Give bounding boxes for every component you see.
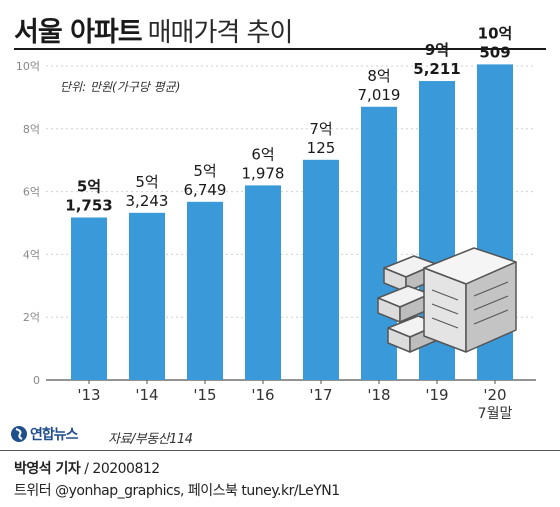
x-tick-label: '19 [425,386,448,404]
x-tick-label: '18 [367,386,390,404]
title-underline [14,48,546,50]
yonhap-logo-icon [11,426,27,442]
reporter-credit: 박영석 기자 / 20200812 [14,461,160,477]
reporter-name: 박영석 기자 [14,461,81,477]
building-illustration [377,247,517,353]
x-tick-label: '13 [77,386,100,404]
title-rest: 매매가격 추이 [147,18,294,48]
data-label-man: 6,749 [184,181,227,199]
data-labels: 5억1,7535억3,2435억6,7496억1,9787억1258억7,019… [65,24,512,214]
y-tick-label: 10억 [16,60,40,73]
x-tick-label: '14 [135,386,158,404]
unit-note: 단위: 만원(가구당 평균) [60,80,180,94]
y-tick-label: 6억 [23,186,40,199]
x-ticks: '13 '14 '15 '16 '17 '18 '19 '20 7월말 [77,380,512,420]
publish-date: 20200812 [92,461,160,477]
bar [187,201,223,380]
source-note: 자료/부동산114 [108,432,193,447]
data-label-eok: 5억 [193,162,216,180]
x-tick-label: '16 [251,386,274,404]
bar [303,159,339,380]
data-label-eok: 10억 [478,24,513,42]
bar [71,217,107,380]
title-bold: 서울 아파트 [14,17,143,48]
bars [71,64,513,381]
data-label-man: 3,243 [126,192,169,210]
yonhap-logo: 연합뉴스 [10,424,79,444]
y-grid: 0 2억 4억 6억 8억 10억 [16,60,536,387]
data-label-man: 125 [307,139,336,157]
x-tick-label: '17 [309,386,332,404]
logo-text: 연합뉴스 [30,427,79,443]
footer-divider [0,450,560,451]
data-label-eok: 7억 [309,120,332,138]
data-label-eok: 9억 [425,41,449,59]
data-label-eok: 8억 [367,67,390,85]
data-label-eok: 6억 [251,145,274,163]
x-tick-label: '20 [483,386,506,404]
data-label-man: 509 [479,43,510,61]
chart-title: 서울 아파트 매매가격 추이 [14,10,294,50]
x-tick-sublabel: 7월말 [478,406,513,420]
data-label-eok: 5억 [135,173,158,191]
y-tick-label: 8억 [23,123,40,136]
y-tick-label: 0 [33,374,40,387]
bar [245,185,281,380]
data-label-man: 1,978 [242,164,285,182]
x-tick-label: '15 [193,386,216,404]
data-label-man: 5,211 [413,60,460,78]
social-links: 트위터 @yonhap_graphics, 페이스북 tuney.kr/LeYN… [14,483,340,499]
data-label-man: 7,019 [358,86,401,104]
bar [129,212,165,380]
data-label-man: 1,753 [65,196,112,214]
y-tick-label: 2억 [23,311,40,324]
y-tick-label: 4억 [23,248,40,261]
data-label-eok: 5억 [77,177,101,195]
